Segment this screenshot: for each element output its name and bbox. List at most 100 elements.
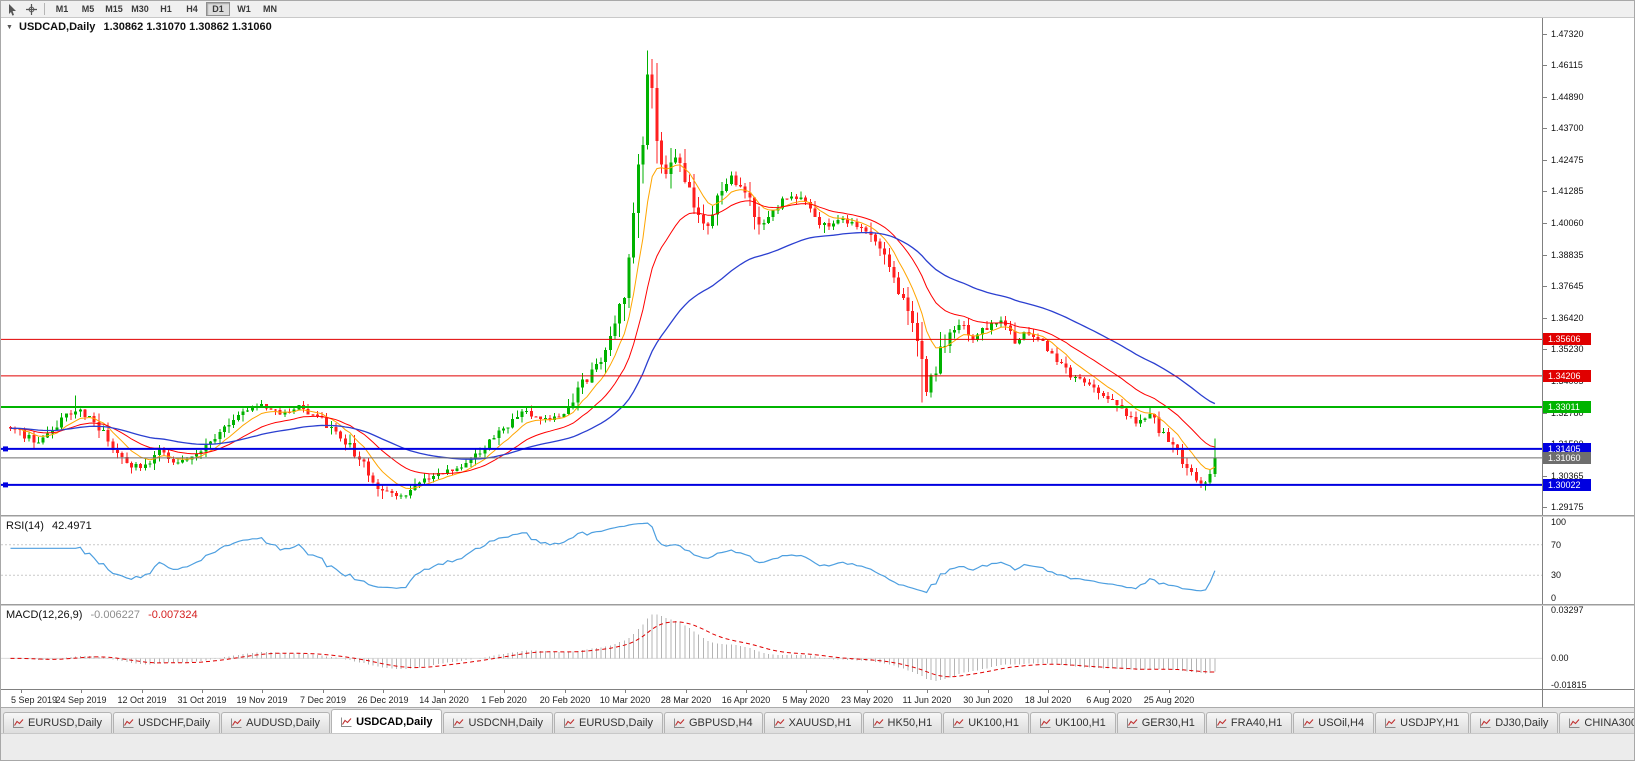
cursor-pointer-icon[interactable]	[3, 2, 21, 17]
hline-price-badge[interactable]: 1.35606	[1543, 333, 1591, 345]
macd-label: MACD(12,26,9)	[6, 609, 83, 621]
chevron-down-icon[interactable]: ▼	[6, 23, 13, 31]
tab-xauusd-h1[interactable]: XAUUSD,H1	[763, 712, 862, 733]
price-tick-mark	[1543, 318, 1547, 319]
price-tick-label: 1.47320	[1551, 29, 1584, 39]
chart-symbol-label: USDCAD,Daily	[19, 21, 96, 33]
price-tick-mark	[1543, 255, 1547, 256]
tab-label: EURUSD,Daily	[28, 717, 102, 729]
date-label: 28 Mar 2020	[660, 695, 712, 705]
panel-splitter[interactable]	[1, 515, 1634, 517]
mini-chart-icon	[341, 717, 352, 727]
tf-button-m1[interactable]: M1	[50, 2, 74, 16]
ma-slow-line	[10, 231, 1216, 460]
tf-button-m15[interactable]: M15	[102, 2, 126, 16]
tf-button-m5[interactable]: M5	[76, 2, 100, 16]
tab-label: XAUUSD,H1	[788, 717, 852, 729]
rsi-panel[interactable]: RSI(14) 42.4971	[1, 517, 1542, 604]
tab-usdcad-daily[interactable]: USDCAD,Daily	[331, 709, 443, 733]
mini-chart-icon	[773, 718, 785, 728]
price-tick-label: 1.37645	[1551, 281, 1584, 291]
date-label: 26 Dec 2019	[357, 695, 409, 705]
mini-chart-icon	[1569, 718, 1580, 728]
rsi-value: 42.4971	[51, 520, 92, 532]
tab-dj30-daily[interactable]: DJ30,Daily	[1470, 712, 1559, 733]
hline-handle[interactable]	[3, 446, 8, 452]
price-tick-mark	[1543, 65, 1547, 66]
date-tick-mark	[806, 690, 807, 693]
mini-chart-icon	[564, 718, 575, 728]
tab-ger30-h1[interactable]: GER30,H1	[1116, 712, 1205, 733]
date-label: 14 Jan 2020	[419, 695, 469, 705]
tf-button-d1[interactable]: D1	[206, 2, 230, 16]
mini-chart-icon	[453, 718, 464, 728]
tab-usdjpy-h1[interactable]: USDJPY,H1	[1375, 712, 1470, 733]
hline-price-badge[interactable]: 1.34206	[1543, 370, 1591, 382]
tab-china300-h1[interactable]: CHINA300,H1	[1559, 712, 1634, 733]
tf-button-w1[interactable]: W1	[232, 2, 256, 16]
ma-mid-line	[10, 200, 1216, 475]
macd-signal-line	[10, 621, 1215, 678]
tab-audusd-daily[interactable]: AUDUSD,Daily	[221, 712, 331, 733]
tab-uk100-h1[interactable]: UK100,H1	[943, 712, 1029, 733]
mini-chart-icon	[1039, 718, 1051, 728]
date-tick-mark	[142, 690, 143, 693]
price-scale[interactable]: 1.47320 1.46115 1.44890 1.43700 1.42475 1.412…	[1542, 18, 1634, 515]
date-tick-mark	[262, 690, 263, 693]
panel-splitter[interactable]	[1, 604, 1634, 606]
date-tick-mark	[867, 690, 868, 693]
price-tick-mark	[1543, 160, 1547, 161]
rsi-tick-label: 70	[1551, 540, 1562, 550]
macd-panel[interactable]: MACD(12,26,9) -0.006227 -0.007324	[1, 606, 1542, 689]
candles-group	[9, 50, 1217, 500]
price-tick-label: 1.40060	[1551, 218, 1584, 228]
time-axis[interactable]: 5 Sep 2019 24 Sep 2019 12 Oct 2019 31 Oct 2…	[1, 689, 1542, 707]
tab-label: USDCNH,Daily	[468, 717, 544, 729]
rsi-scale[interactable]: 100 70 30 0	[1542, 517, 1634, 604]
tf-button-m30[interactable]: M30	[128, 2, 152, 16]
tab-usoil-h4[interactable]: USOil,H4	[1293, 712, 1375, 733]
date-tick-mark	[1169, 690, 1170, 693]
tf-button-h1[interactable]: H1	[154, 2, 178, 16]
tab-eurusd-daily[interactable]: EURUSD,Daily	[3, 712, 112, 733]
chart-tab-bar: EURUSD,Daily USDCHF,Daily AUDUSD,Daily USDC…	[1, 707, 1634, 733]
price-tick-label: 1.43700	[1551, 123, 1584, 133]
tab-label: HK50,H1	[887, 717, 933, 729]
hline-price-badge[interactable]: 1.33011	[1543, 401, 1591, 413]
tab-label: USDCHF,Daily	[137, 717, 211, 729]
crosshair-icon[interactable]	[22, 2, 40, 17]
main-chart-panel[interactable]: ▼ USDCAD,Daily 1.30862 1.31070 1.30862 1…	[1, 18, 1542, 515]
date-label: 19 Nov 2019	[236, 695, 288, 705]
tab-uk100-h1[interactable]: UK100,H1	[1029, 712, 1116, 733]
tab-label: DJ30,Daily	[1495, 717, 1549, 729]
hline-price-badge[interactable]: 1.30022	[1543, 479, 1591, 491]
tf-button-mn[interactable]: MN	[258, 2, 282, 16]
date-label: 12 Oct 2019	[117, 695, 167, 705]
timeframe-group: M1 M5 M15 M30 H1 H4 D1 W1 MN	[49, 2, 283, 16]
date-tick-mark	[625, 690, 626, 693]
macd-scale[interactable]: 0.03297 0.00 -0.01815	[1542, 606, 1634, 689]
rsi-tick-label: 30	[1551, 570, 1562, 580]
tab-eurusd-daily[interactable]: EURUSD,Daily	[554, 712, 663, 733]
tab-usdchf-daily[interactable]: USDCHF,Daily	[112, 712, 221, 733]
price-tick-label: 1.29175	[1551, 502, 1584, 512]
price-tick-label: 1.30365	[1551, 471, 1584, 481]
price-tick-label: 1.41285	[1551, 186, 1584, 196]
tab-label: UK100,H1	[968, 717, 1019, 729]
price-tick-label: 1.35230	[1551, 344, 1584, 354]
date-tick-mark	[988, 690, 989, 693]
mini-chart-icon	[1126, 718, 1138, 728]
macd-header: MACD(12,26,9) -0.006227 -0.007324	[6, 609, 198, 621]
date-tick-mark	[746, 690, 747, 693]
mini-chart-icon	[122, 718, 134, 728]
hline-handle[interactable]	[3, 482, 8, 488]
tab-gbpusd-h4[interactable]: GBPUSD,H4	[664, 712, 763, 733]
tab-hk50-h1[interactable]: HK50,H1	[862, 712, 943, 733]
tab-fra40-h1[interactable]: FRA40,H1	[1205, 712, 1293, 733]
date-tick-mark	[81, 690, 82, 693]
date-tick-mark	[1109, 690, 1110, 693]
tf-button-h4[interactable]: H4	[180, 2, 204, 16]
tab-usdcnh-daily[interactable]: USDCNH,Daily	[443, 712, 554, 733]
rsi-tick-label: 0	[1551, 593, 1557, 603]
date-label: 25 Aug 2020	[1143, 695, 1195, 705]
